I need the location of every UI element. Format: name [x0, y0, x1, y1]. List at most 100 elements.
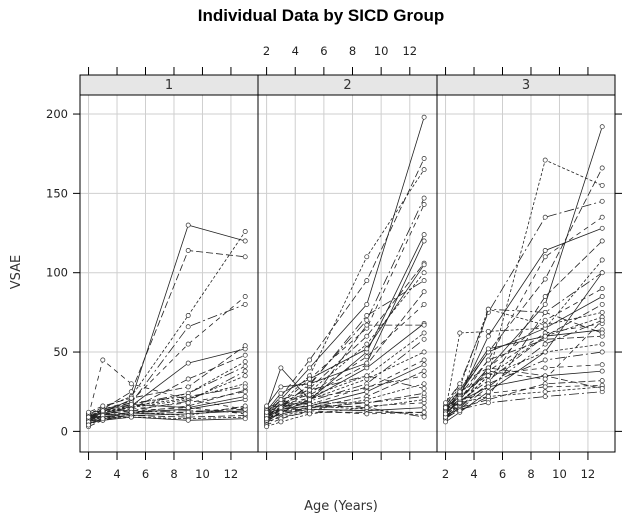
series-line — [445, 380, 603, 420]
data-point — [128, 409, 134, 415]
data-point — [364, 389, 370, 395]
data-point — [599, 368, 605, 374]
panel-frames: 1 2 3 — [79, 74, 616, 96]
data-point — [242, 368, 248, 374]
data-point — [485, 306, 491, 312]
data-point — [542, 357, 548, 363]
data-point — [100, 416, 106, 422]
data-point — [542, 333, 548, 339]
series-line — [266, 399, 425, 427]
data-point — [599, 270, 605, 276]
y-tick-label: 200 — [46, 107, 68, 121]
data-point — [364, 322, 370, 328]
data-point — [599, 225, 605, 231]
series-line — [445, 308, 603, 407]
data-point — [364, 373, 370, 379]
data-point — [599, 294, 605, 299]
series-line — [445, 296, 603, 410]
x-tick-label: 10 — [195, 467, 210, 481]
data-point — [242, 389, 248, 395]
data-point — [421, 156, 427, 161]
data-point — [421, 362, 427, 368]
data-point — [457, 330, 463, 336]
data-point — [485, 384, 491, 390]
series-line — [88, 383, 246, 420]
data-point — [542, 157, 548, 163]
data-point — [599, 330, 605, 336]
strip-label: 2 — [343, 78, 351, 93]
data-point — [307, 411, 313, 417]
x-tick-label: 10 — [552, 467, 567, 481]
x-tick-label: 2 — [85, 467, 92, 481]
data-point — [307, 397, 313, 403]
series-line — [445, 200, 603, 407]
series-line — [445, 319, 603, 420]
data-point — [128, 389, 134, 395]
data-point — [128, 381, 134, 387]
data-point — [242, 403, 248, 409]
data-point — [599, 309, 605, 315]
data-point — [364, 341, 370, 347]
data-point — [421, 114, 427, 120]
data-point — [128, 395, 134, 401]
series-line — [88, 361, 246, 416]
data-point — [421, 262, 427, 268]
data-point — [599, 378, 605, 384]
data-point — [264, 403, 270, 409]
data-point — [421, 238, 427, 244]
data-point — [185, 324, 191, 330]
data-point — [542, 376, 548, 382]
x-tick-label: 6 — [320, 44, 327, 58]
series-line — [266, 405, 425, 416]
data-point — [421, 167, 427, 173]
data-point — [542, 309, 548, 315]
data-point — [485, 373, 491, 379]
data-point — [242, 373, 248, 379]
data-point — [86, 409, 91, 415]
data-point — [307, 376, 313, 382]
data-point — [364, 301, 370, 307]
data-point — [599, 214, 605, 220]
data-point — [443, 400, 448, 406]
data-point — [86, 422, 91, 428]
data-point — [599, 386, 605, 391]
x-tick-label: 8 — [170, 467, 177, 481]
data-point — [185, 405, 191, 411]
data-point — [364, 411, 370, 417]
data-point — [364, 384, 370, 390]
data-point — [364, 400, 370, 406]
data-point — [421, 414, 427, 420]
data-point — [542, 394, 548, 399]
data-point — [242, 394, 248, 399]
data-point — [443, 411, 448, 417]
series-line — [266, 332, 425, 420]
chart-title: Individual Data by SICD Group — [198, 6, 445, 25]
series-line — [88, 250, 246, 418]
data-point — [542, 294, 548, 299]
data-point — [307, 357, 313, 363]
grid-lines — [80, 95, 615, 452]
x-tick-label: 8 — [527, 467, 534, 481]
data-point — [457, 381, 463, 387]
data-point — [421, 322, 427, 328]
data-point — [421, 336, 427, 342]
data-point — [457, 408, 463, 414]
series-line — [445, 272, 603, 413]
data-point — [599, 317, 605, 323]
data-point — [421, 381, 427, 387]
data-point — [599, 301, 605, 307]
series-line — [88, 391, 246, 423]
data-point — [542, 317, 548, 323]
data-point — [542, 365, 548, 371]
data-point — [599, 349, 605, 355]
data-point — [307, 392, 313, 398]
data-point — [364, 354, 370, 360]
x-tick-label: 4 — [292, 44, 299, 58]
panel-3 — [436, 94, 616, 453]
data-point — [278, 390, 284, 396]
series-line — [88, 231, 246, 415]
data-point — [185, 384, 191, 390]
data-point — [457, 389, 463, 395]
data-point — [185, 417, 191, 423]
x-tick-label: 12 — [224, 467, 239, 481]
